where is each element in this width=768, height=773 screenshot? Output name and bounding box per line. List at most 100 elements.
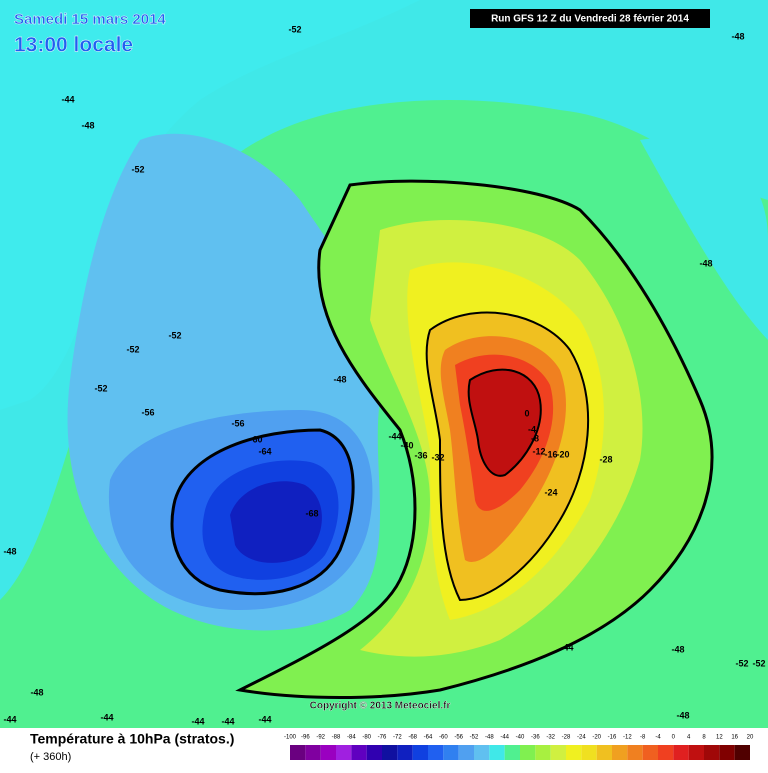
colorbar-label: 0 [672, 735, 676, 741]
date-text: Samedi 15 mars 2014 [14, 11, 166, 28]
colorbar-swatch [290, 745, 306, 760]
contour-label: -64 [258, 446, 271, 456]
contour-label: -48 [81, 120, 94, 130]
colorbar-swatch [688, 745, 704, 760]
colorbar-label: -16 [608, 735, 617, 741]
colorbar-swatch [734, 745, 750, 760]
contour-label: -56 [231, 418, 244, 428]
contour-label: -44 [388, 431, 401, 441]
colorbar-label: -60 [439, 735, 448, 741]
contour-label: -48 [699, 258, 712, 268]
colorbar-swatch [566, 745, 582, 760]
colorbar-swatch [581, 745, 597, 760]
contour-label: -44 [258, 714, 271, 724]
colorbar-swatch [428, 745, 444, 760]
contour-label: -60 [249, 434, 262, 444]
contour-label: -4 [528, 424, 536, 434]
colorbar-label: -88 [332, 735, 341, 741]
colorbar-swatch [673, 745, 689, 760]
colorbar-label: -72 [393, 735, 402, 741]
colorbar-swatch [489, 745, 505, 760]
colorbar-label: -80 [362, 735, 371, 741]
colorbar-swatch [458, 745, 474, 760]
colorbar-swatch [719, 745, 735, 760]
colorbar-label: -92 [316, 735, 325, 741]
run-box [470, 9, 710, 28]
colorbar-label: -20 [592, 735, 601, 741]
colorbar-label: -44 [500, 735, 509, 741]
colorbar-label: 20 [747, 735, 754, 741]
contour-label: -48 [676, 710, 689, 720]
colorbar-label: -4 [655, 735, 661, 741]
contour-label: -12 [532, 446, 545, 456]
contour-label: -52 [94, 383, 107, 393]
footer-lead: (+ 360h) [30, 751, 71, 763]
colorbar-label: -8 [640, 735, 646, 741]
contour-label: -68 [305, 508, 318, 518]
contour-label: -44 [560, 642, 573, 652]
colorbar-swatch [351, 745, 367, 760]
colorbar-swatch [443, 745, 459, 760]
colorbar-swatch [535, 745, 551, 760]
colorbar-label: -76 [378, 735, 387, 741]
colorbar-label: -84 [347, 735, 356, 741]
colorbar-label: -64 [424, 735, 433, 741]
run-text: Run GFS 12 Z du Vendredi 28 février 2014 [491, 14, 689, 25]
contour-label: -48 [671, 644, 684, 654]
contour-label: -52 [131, 164, 144, 174]
colorbar-label: -24 [577, 735, 586, 741]
colorbar-swatch [596, 745, 612, 760]
colorbar-label: -96 [301, 735, 310, 741]
colorbar-swatch [412, 745, 428, 760]
colorbar-swatch [366, 745, 382, 760]
contour-label: -20 [556, 449, 569, 459]
contour-label: -44 [191, 716, 204, 726]
cyan-region [640, 138, 768, 340]
colorbar-swatch [627, 745, 643, 760]
colorbar-swatch [320, 745, 336, 760]
colorbar-label: 4 [687, 735, 691, 741]
contour-label: -44 [61, 94, 74, 104]
contour-label: 0 [524, 408, 529, 418]
contour-label: -44 [100, 712, 113, 722]
colorbar-swatch [474, 745, 490, 760]
colorbar-label: -12 [623, 735, 632, 741]
colorbar-swatch [520, 745, 536, 760]
time-text: 13:00 locale [14, 34, 133, 57]
cold-core [230, 481, 322, 563]
contour-label: -40 [400, 440, 413, 450]
colorbar-swatch [397, 745, 413, 760]
contour-label: -44 [221, 716, 234, 726]
colorbar-swatch [382, 745, 398, 760]
colorbar-swatch [704, 745, 720, 760]
colorbar-label: -32 [546, 735, 555, 741]
contour-label: -24 [544, 487, 557, 497]
contour-label: -8 [531, 433, 539, 443]
colorbar-label: -56 [454, 735, 463, 741]
colorbar-swatch [642, 745, 658, 760]
warm-core [467, 368, 542, 477]
contour-label: -52 [752, 658, 765, 668]
colorbar-label: -100 [284, 735, 297, 741]
colorbar-label: -28 [562, 735, 571, 741]
colorbar-swatch [504, 745, 520, 760]
colorbar-swatch [658, 745, 674, 760]
contour-label: -48 [731, 31, 744, 41]
colorbar-swatch [336, 745, 352, 760]
colorbar-swatch [305, 745, 321, 760]
colorbar: -100 -96 -92 -88 -84 -80 -76 -72 -68 -64 -60 -56 -52… [284, 735, 754, 760]
contour-label: -52 [735, 658, 748, 668]
colorbar-label: -48 [485, 735, 494, 741]
contour-label: -48 [333, 374, 346, 384]
copyright: Copyright © 2013 Meteociel.fr [310, 701, 451, 712]
contour-label: -28 [599, 454, 612, 464]
contour-label: -32 [431, 452, 444, 462]
colorbar-label: 12 [716, 735, 723, 741]
contour-label: -48 [30, 687, 43, 697]
contour-label: -16 [544, 449, 557, 459]
colorbar-label: -36 [531, 735, 540, 741]
footer-title: Température à 10hPa (stratos.) [30, 731, 234, 747]
contour-label: -44 [3, 714, 16, 724]
contour-label: -52 [168, 330, 181, 340]
